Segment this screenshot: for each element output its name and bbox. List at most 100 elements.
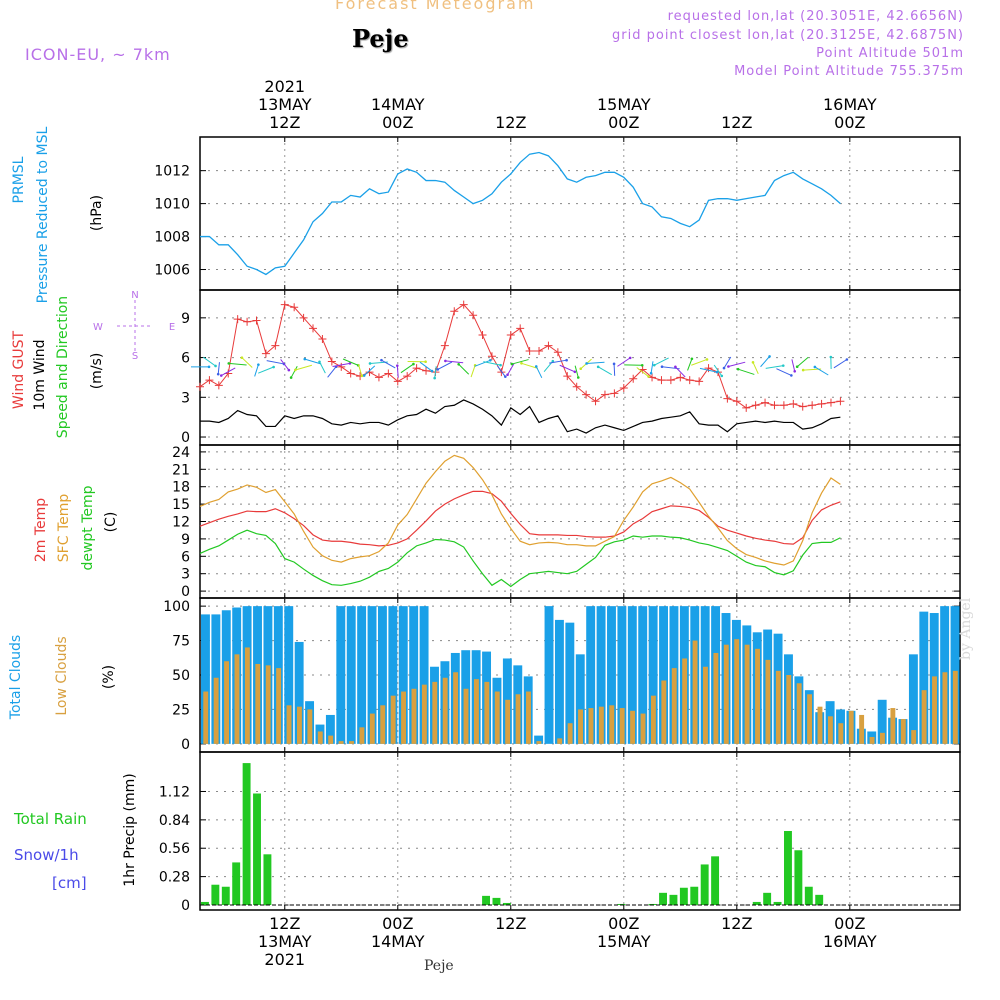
low-cloud-bar [880,732,885,744]
low-cloud-bar [276,668,282,744]
low-cloud-bar [484,681,490,744]
gust-marker [280,300,289,309]
wind-direction-arrow [549,359,567,364]
wind-direction-arrow [332,362,351,367]
gust-marker [374,373,383,382]
wind-direction-arrow [342,358,359,366]
wind-arrow-head [795,365,799,369]
total-cloud-bar [367,606,377,744]
x-tick-label-bottom: 12Z [721,914,752,933]
total-cloud-bar [325,714,335,744]
total-cloud-bar [419,606,429,744]
wind-arrow-head [768,355,771,358]
low-cloud-bar [817,706,823,744]
total-cloud-bar [638,606,648,744]
rain-bar [711,856,720,905]
total-cloud-bar [877,699,887,744]
gust-marker [506,331,515,340]
wind-direction-arrow [363,365,376,376]
wind-arrow-head [289,376,293,379]
low-cloud-bar [390,695,396,744]
y-tick-label: 12 [172,515,190,531]
wind-arrow-head [720,374,724,378]
ylabel-2m-temp: 2m Temp [33,498,49,562]
low-cloud-bar [838,723,844,744]
wind-direction-arrow [319,361,326,374]
wind-arrow-head [216,372,220,376]
low-cloud-bar [827,716,833,744]
legend-total-rain: Total Rain [13,810,87,828]
requested-coordinates: requested lon,lat (20.3051E, 42.6656N) [667,9,964,24]
panel-frame [199,289,961,446]
low-cloud-bar [609,705,615,744]
gust-marker [563,372,572,381]
wind-arrow-head [457,362,460,366]
wind-arrow-head [436,368,440,371]
x-tick-label-top: 12Z [269,113,300,132]
ylabel-sfc-temp: SFC Temp [56,494,72,563]
wind-direction-arrow [613,363,616,376]
y-tick-label: 0 [181,737,190,753]
total-cloud-bar [544,606,554,744]
x-tick-label-top: 16MAY [823,95,877,114]
gust-marker [384,369,393,378]
wind-arrow-head [534,365,538,368]
x-tick-label-top: 00Z [834,113,865,132]
ylabel-10m-wind: 10m Wind [32,339,48,410]
y-tick-label: 18 [172,480,190,496]
wind-arrow-head [272,365,275,369]
wind-direction-arrow [228,362,247,366]
total-cloud-bar [357,606,367,744]
total-cloud-bar [596,606,606,744]
gust-marker [252,316,261,325]
wind-direction-arrow [254,364,259,377]
wind-arrow-head [790,374,793,377]
gust-marker [525,346,534,355]
wind-arrow-head [360,374,364,378]
ylabel-low-clouds: Low Clouds [54,636,70,715]
wind-arrow-head [801,368,805,372]
wind-arrow-head [690,357,694,361]
grid-point-coordinates: grid point closest lon,lat (20.3125E, 42… [612,28,964,43]
wind-direction-arrow [511,359,529,365]
low-cloud-bar [807,694,813,744]
chart-supertitle: Forecast Meteogram [335,0,536,13]
total-cloud-bar [409,606,419,744]
low-cloud-bar [661,680,667,744]
low-cloud-bar [265,665,271,744]
wind-arrow-head [565,358,568,362]
wind-arrow-head [612,362,616,366]
y-tick-label: 9 [181,532,190,548]
low-cloud-bar [286,705,292,744]
compass-s: S [132,351,138,362]
wind-direction-arrow [791,359,796,372]
total-cloud-bar [565,622,575,744]
low-cloud-bar [911,730,917,744]
credit-watermark: by Angel [958,597,974,660]
low-cloud-bar [369,713,375,744]
gust-marker [290,303,299,312]
total-cloud-bar [284,606,294,744]
wind-arrow-head [845,358,849,361]
total-cloud-bar [346,606,356,744]
y-tick-label: 0.28 [159,870,190,886]
x-tick-label-bottom: 12Z [495,914,526,933]
gust-marker [299,313,308,322]
wind-direction-arrow [796,356,809,368]
gust-marker [751,401,760,410]
gust-marker [271,341,280,350]
x-tick-label-top: 15MAY [597,95,651,114]
legend-snow-unit: [cm] [52,874,87,892]
low-cloud-bar [338,741,344,744]
gust-marker [666,376,675,385]
low-cloud-bar [473,679,479,744]
low-cloud-bar [859,714,865,744]
total-cloud-bar [919,611,929,744]
gust-line [199,303,841,409]
gust-marker [610,389,619,398]
low-cloud-bar [349,741,354,744]
wind-arrow-head [579,367,583,371]
gust-marker [600,390,609,399]
low-cloud-bar [650,695,656,744]
x-tick-label-bottom: 16MAY [823,932,877,951]
